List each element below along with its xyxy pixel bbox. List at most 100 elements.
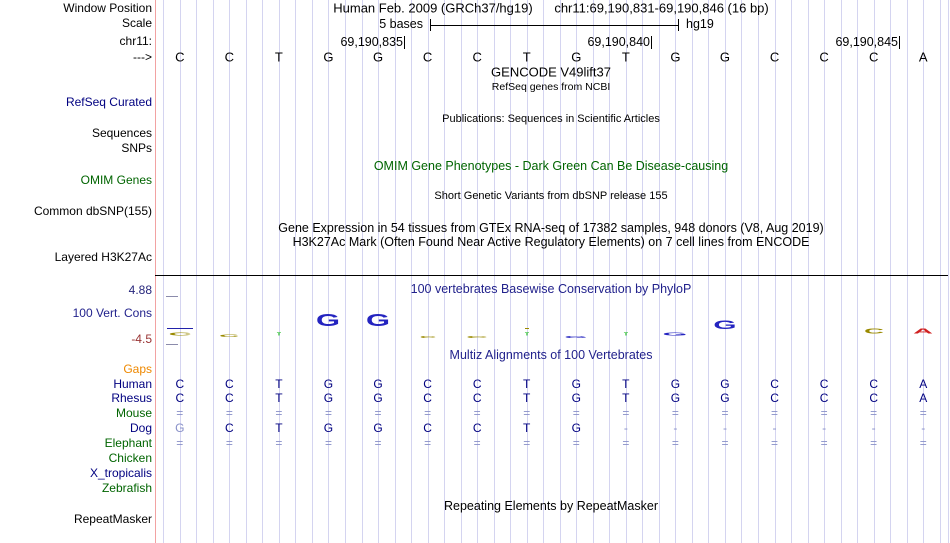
alignment-cell-elephant[interactable]: = [671,436,679,450]
refseq-curated-label[interactable]: RefSeq Curated [65,95,152,109]
alignment-cell-human[interactable]: C [869,377,878,391]
alignment-cell-mouse[interactable]: = [721,406,729,420]
alignment-cell-elephant[interactable]: = [523,436,531,450]
gencode-title[interactable]: GENCODE V49lift37 [491,64,611,80]
common-dbsnp-label[interactable]: Common dbSNP(155) [33,204,152,218]
publications-title[interactable]: Publications: Sequences in Scientific Ar… [442,113,660,125]
repeatmasker-label[interactable]: RepeatMasker [73,512,152,526]
alignment-cell-rhesus[interactable]: G [571,391,581,405]
conservation-logo-letter[interactable]: G [563,325,589,339]
alignment-cell-dog[interactable]: T [523,421,531,435]
base-letter[interactable]: G [670,49,681,65]
alignment-cell-rhesus[interactable]: C [472,391,482,405]
alignment-cell-rhesus[interactable]: G [670,391,681,405]
alignment-cell-elephant[interactable]: = [919,436,927,450]
species-label-mouse[interactable]: Mouse [115,406,152,420]
alignment-cell-human[interactable]: G [323,377,334,391]
h3k27ac-title[interactable]: H3K27Ac Mark (Often Found Near Active Re… [292,235,810,249]
phylop-title[interactable]: 100 vertebrates Basewise Conservation by… [410,282,692,296]
alignment-cell-elephant[interactable]: = [225,436,233,450]
alignment-cell-rhesus[interactable]: T [622,391,630,405]
alignment-cell-elephant[interactable]: = [870,436,878,450]
alignment-cell-elephant[interactable]: = [176,436,184,450]
species-label-zebrafish[interactable]: Zebrafish [101,481,152,495]
alignment-cell-elephant[interactable]: = [424,436,432,450]
sequences-label[interactable]: Sequences [91,126,152,140]
alignment-cell-human[interactable]: G [571,377,581,391]
alignment-cell-dog[interactable]: - [623,421,628,435]
conservation-logo-letter[interactable]: T [276,323,282,337]
alignment-cell-rhesus[interactable]: C [869,391,878,405]
alignment-cell-mouse[interactable]: = [523,406,531,420]
alignment-cell-mouse[interactable]: = [771,406,779,420]
alignment-cell-dog[interactable]: G [323,421,334,435]
alignment-cell-rhesus[interactable]: G [373,391,383,405]
vert-cons-label[interactable]: 100 Vert. Cons [72,306,152,320]
species-label-x_tropicalis[interactable]: X_tropicalis [89,466,152,480]
alignment-cell-elephant[interactable]: = [374,436,382,450]
alignment-cell-dog[interactable]: C [225,421,234,435]
alignment-cell-human[interactable]: G [720,377,730,391]
alignment-cell-mouse[interactable]: = [374,406,382,420]
alignment-cell-dog[interactable]: G [373,421,383,435]
base-letter[interactable]: C [422,49,433,65]
alignment-cell-rhesus[interactable]: T [523,391,531,405]
alignment-cell-rhesus[interactable]: C [423,391,432,405]
alignment-cell-human[interactable]: C [770,377,779,391]
conservation-logo-letter[interactable]: T [524,323,530,337]
alignment-cell-elephant[interactable]: = [473,436,481,450]
refseq-subtitle[interactable]: RefSeq genes from NCBI [491,81,611,93]
alignment-cell-rhesus[interactable]: C [770,391,779,405]
base-letter[interactable]: C [769,49,780,65]
base-letter[interactable]: C [819,49,829,65]
alignment-cell-dog[interactable]: - [822,421,827,435]
base-letter[interactable]: A [918,49,928,65]
alignment-cell-dog[interactable]: G [175,421,185,435]
alignment-cell-elephant[interactable]: = [324,436,332,450]
alignment-cell-dog[interactable]: G [571,421,581,435]
base-letter[interactable]: C [868,49,879,65]
dbsnp-title[interactable]: Short Genetic Variants from dbSNP releas… [434,190,668,202]
base-letter[interactable]: G [372,49,384,65]
alignment-cell-elephant[interactable]: = [820,436,828,450]
alignment-cell-mouse[interactable]: = [622,406,630,420]
alignment-cell-mouse[interactable]: = [820,406,828,420]
base-letter[interactable]: C [175,49,185,65]
omim-genes-label[interactable]: OMIM Genes [80,173,152,187]
alignment-cell-rhesus[interactable]: C [819,391,829,405]
alignment-cell-rhesus[interactable]: C [225,391,234,405]
base-letter[interactable]: C [224,49,235,65]
conservation-logo-letter[interactable]: C [862,321,886,335]
alignment-cell-elephant[interactable]: = [622,436,630,450]
alignment-cell-mouse[interactable]: = [225,406,233,420]
conservation-logo-letter[interactable]: C [166,323,194,337]
snps-label[interactable]: SNPs [121,141,152,155]
alignment-cell-mouse[interactable]: = [473,406,481,420]
alignment-cell-rhesus[interactable]: G [720,391,730,405]
alignment-cell-dog[interactable]: C [472,421,482,435]
alignment-cell-elephant[interactable]: = [771,436,779,450]
alignment-cell-elephant[interactable]: = [572,436,580,450]
base-letter[interactable]: C [472,49,482,65]
conservation-logo-letter[interactable]: A [911,321,935,335]
alignment-cell-human[interactable]: G [670,377,681,391]
layered-h3k27ac-label[interactable]: Layered H3K27Ac [54,250,152,264]
gtex-title[interactable]: Gene Expression in 54 tissues from GTEx … [278,221,824,235]
alignment-cell-rhesus[interactable]: A [919,391,928,405]
alignment-cell-elephant[interactable]: = [721,436,729,450]
multiz-title[interactable]: Multiz Alignments of 100 Vertebrates [449,348,653,362]
species-label-rhesus[interactable]: Rhesus [111,391,152,405]
alignment-cell-human[interactable]: C [225,377,234,391]
conservation-logo-letter[interactable]: G [315,311,342,330]
conservation-logo-letter[interactable]: C [418,325,438,339]
alignment-cell-human[interactable]: C [423,377,432,391]
base-letter[interactable]: G [719,49,731,65]
alignment-cell-rhesus[interactable]: G [323,391,334,405]
alignment-cell-mouse[interactable]: = [870,406,878,420]
alignment-cell-mouse[interactable]: = [176,406,184,420]
conservation-logo-letter[interactable]: C [464,325,490,339]
alignment-cell-elephant[interactable]: = [275,436,283,450]
base-letter[interactable]: T [274,49,283,65]
base-letter[interactable]: G [323,49,334,65]
species-label-gaps[interactable]: Gaps [123,362,152,376]
